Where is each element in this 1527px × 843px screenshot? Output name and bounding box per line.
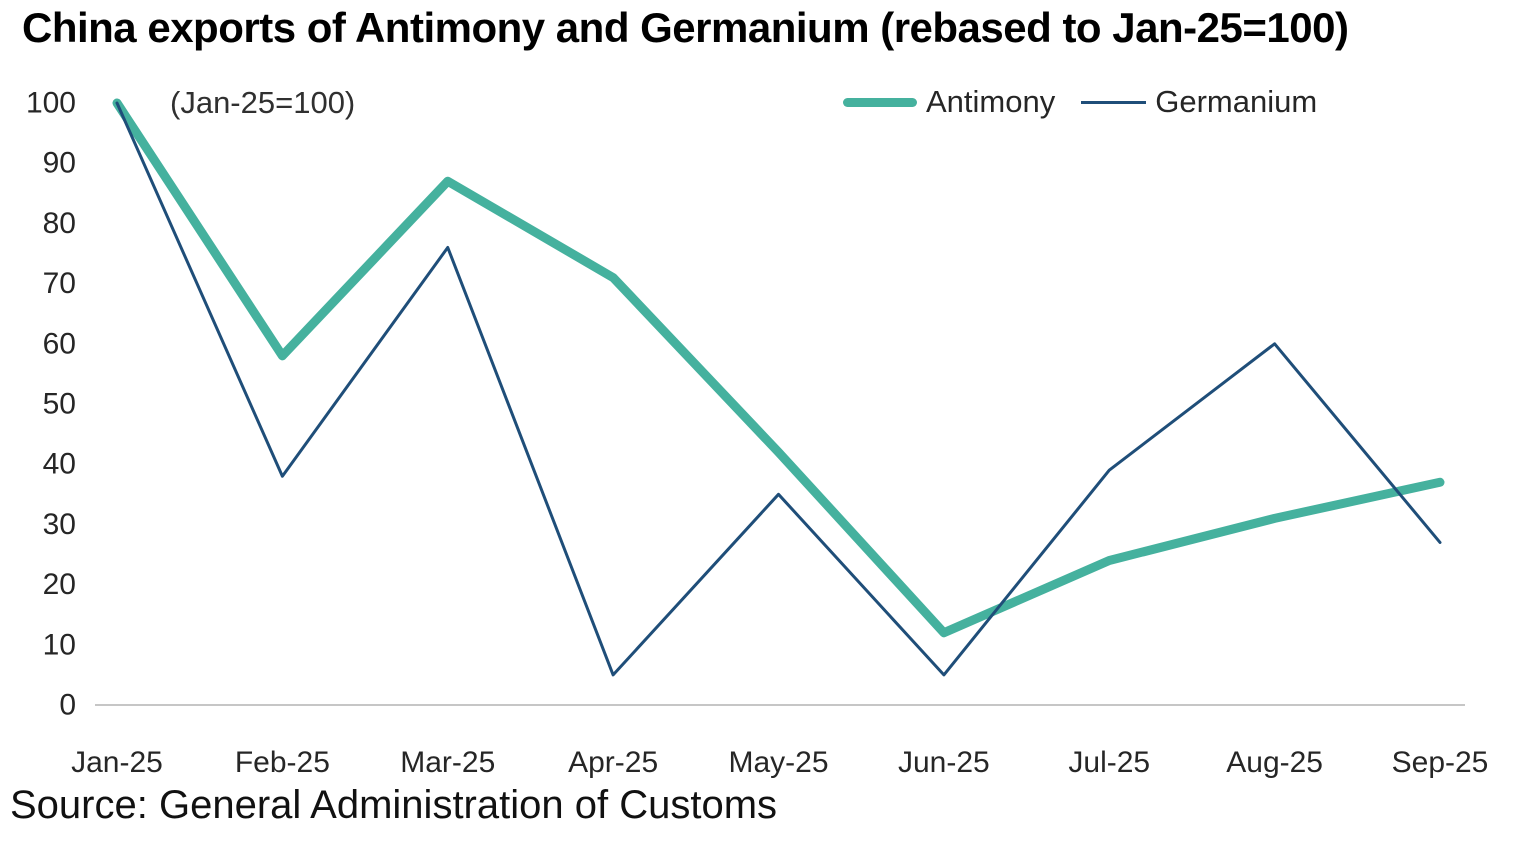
legend-item-germanium: Germanium bbox=[1081, 84, 1317, 120]
source-note: Source: General Administration of Custom… bbox=[10, 783, 778, 827]
y-tick-label: 80 bbox=[43, 207, 76, 240]
x-tick-label: Jul-25 bbox=[1068, 746, 1150, 779]
legend-label-germanium: Germanium bbox=[1155, 84, 1318, 119]
legend-label-antimony: Antimony bbox=[926, 84, 1056, 119]
y-tick-label: 100 bbox=[26, 87, 76, 120]
x-tick-label: Jan-25 bbox=[71, 746, 163, 779]
y-tick-label: 50 bbox=[43, 388, 76, 421]
x-tick-label: Mar-25 bbox=[400, 746, 495, 779]
y-tick-label: 20 bbox=[43, 568, 76, 601]
y-tick-label: 30 bbox=[43, 508, 76, 541]
y-tick-label: 40 bbox=[43, 448, 76, 481]
x-tick-label: Feb-25 bbox=[235, 746, 330, 779]
legend: Antimony Germanium bbox=[843, 84, 1317, 120]
chart-title: China exports of Antimony and Germanium … bbox=[22, 4, 1349, 51]
germanium-line-swatch-icon bbox=[1081, 100, 1147, 104]
rebase-annotation: (Jan-25=100) bbox=[170, 85, 356, 120]
x-tick-label: Aug-25 bbox=[1226, 746, 1323, 779]
y-tick-label: 70 bbox=[43, 267, 76, 300]
x-tick-label: Apr-25 bbox=[568, 746, 658, 779]
x-tick-label: Sep-25 bbox=[1392, 746, 1489, 779]
germanium-line bbox=[115, 101, 1442, 677]
x-tick-label: May-25 bbox=[728, 746, 828, 779]
x-tick-label: Jun-25 bbox=[898, 746, 990, 779]
y-tick-label: 60 bbox=[43, 327, 76, 360]
antimony-line-swatch-icon bbox=[843, 97, 917, 107]
antimony-line bbox=[112, 98, 1445, 638]
y-tick-label: 0 bbox=[59, 689, 76, 722]
legend-item-antimony: Antimony bbox=[843, 84, 1055, 120]
y-tick-label: 10 bbox=[43, 628, 76, 661]
y-tick-label: 90 bbox=[43, 147, 76, 180]
